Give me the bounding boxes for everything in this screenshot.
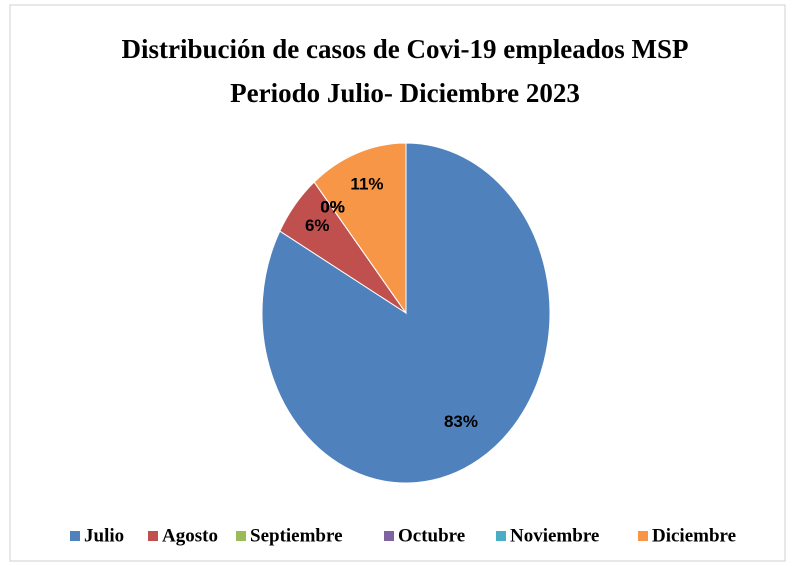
legend-swatch <box>384 531 394 541</box>
legend-swatch <box>496 531 506 541</box>
chart-title: Distribución de casos de Covi-19 emplead… <box>122 34 689 64</box>
data-label: 0% <box>320 198 345 217</box>
legend-swatch <box>236 531 246 541</box>
data-label: 83% <box>444 412 478 431</box>
data-label: 6% <box>305 216 330 235</box>
data-label: 11% <box>350 175 383 194</box>
legend-label: Noviembre <box>510 525 599 546</box>
legend-label: Agosto <box>162 525 218 546</box>
data-label: 0% <box>320 198 345 217</box>
legend-swatch <box>148 531 158 541</box>
legend-swatch <box>70 531 80 541</box>
pie-slice <box>261 142 551 484</box>
legend-label: Octubre <box>398 525 465 546</box>
legend-label: Diciembre <box>652 525 736 546</box>
legend-label: Julio <box>84 525 124 546</box>
chart-subtitle: Periodo Julio- Diciembre 2023 <box>230 78 580 108</box>
data-label: 0% <box>320 198 345 217</box>
pie-slice <box>313 142 407 315</box>
legend-swatch <box>638 531 648 541</box>
legend-label: Septiembre <box>250 525 343 546</box>
